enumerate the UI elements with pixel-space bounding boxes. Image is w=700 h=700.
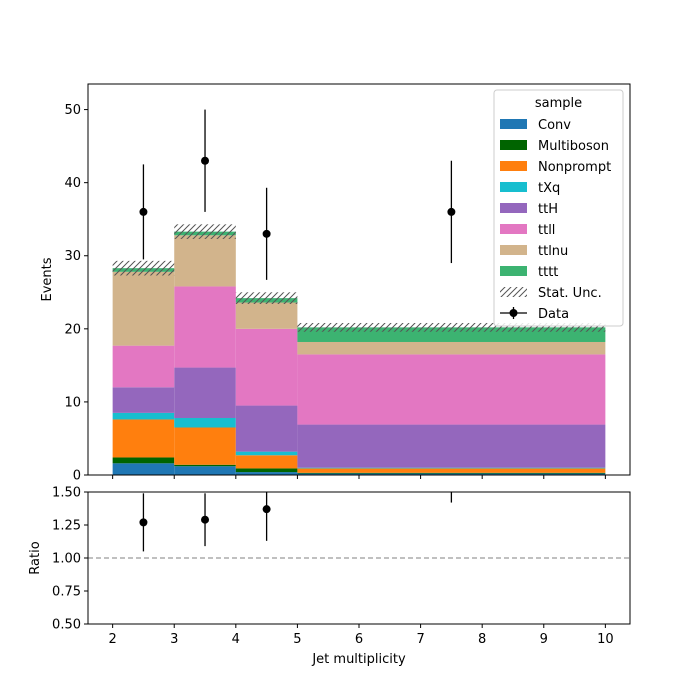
bar-txq-bin-3 xyxy=(297,467,606,469)
ratio-point xyxy=(262,505,271,514)
bar-ttlnu-bin-0 xyxy=(112,271,175,346)
y-tick-label: 10 xyxy=(64,395,81,410)
stat-unc-band-bin-3 xyxy=(297,322,606,332)
bar-multiboson-bin-1 xyxy=(174,464,236,467)
bar-conv-bin-0 xyxy=(112,463,175,475)
bar-ttll-bin-1 xyxy=(174,286,236,368)
bar-multiboson-bin-3 xyxy=(297,472,606,474)
stack-layers xyxy=(112,224,606,475)
ratio-contents xyxy=(88,492,630,559)
x-tick-label: 6 xyxy=(355,632,363,647)
bar-multiboson-bin-0 xyxy=(112,457,175,464)
bar-ttlnu-bin-1 xyxy=(174,235,236,287)
data-point xyxy=(447,207,456,216)
legend-label-conv: Conv xyxy=(538,118,571,133)
ratio-y-tick-label: 1.25 xyxy=(52,519,81,534)
legend-swatch-txq xyxy=(500,182,527,192)
ratio-point xyxy=(201,515,210,524)
legend-swatch-nonprompt xyxy=(500,161,527,171)
x-tick-label: 5 xyxy=(293,632,301,647)
ratio-y-tick-label: 1.50 xyxy=(52,486,81,501)
legend-swatch-tth xyxy=(500,203,527,213)
ratio-y-tick-label: 1.00 xyxy=(52,552,81,567)
bar-tth-bin-3 xyxy=(297,424,606,468)
bar-ttlnu-bin-2 xyxy=(235,302,298,329)
x-tick-label: 10 xyxy=(597,632,614,647)
stat-unc-band-bin-2 xyxy=(235,292,298,304)
x-axis-label: Jet multiplicity xyxy=(311,652,406,667)
legend-label-txq: tXq xyxy=(538,181,560,196)
bar-tth-bin-1 xyxy=(174,367,236,418)
bar-ttll-bin-2 xyxy=(235,328,298,406)
legend-swatch-ttlnu xyxy=(500,245,527,255)
ratio-y-tick-label: 0.75 xyxy=(52,585,81,600)
bar-ttlnu-bin-3 xyxy=(297,341,606,355)
legend-label-ttlnu: ttlnu xyxy=(538,244,568,259)
y-tick-label: 40 xyxy=(64,176,81,191)
ratio-y-tick-label: 0.50 xyxy=(52,618,81,633)
legend-swatch-ttll xyxy=(500,224,527,234)
data-point xyxy=(139,207,148,216)
bar-txq-bin-1 xyxy=(174,417,236,428)
y-tick-label: 30 xyxy=(64,249,81,264)
bar-nonprompt-bin-0 xyxy=(112,419,175,458)
bar-conv-bin-2 xyxy=(235,472,298,475)
x-tick-label: 7 xyxy=(416,632,424,647)
legend-swatch-tttt xyxy=(500,266,527,276)
legend-label-tth: ttH xyxy=(538,202,558,217)
legend-label-stat-unc: Stat. Unc. xyxy=(538,286,602,301)
y-tick-label: 50 xyxy=(64,103,81,118)
legend-label-data: Data xyxy=(538,307,569,322)
bar-tth-bin-2 xyxy=(235,405,298,452)
bar-txq-bin-0 xyxy=(112,412,175,420)
x-tick-label: 9 xyxy=(540,632,548,647)
legend-data-marker xyxy=(509,309,518,317)
bar-nonprompt-bin-3 xyxy=(297,468,606,473)
x-tick-label: 8 xyxy=(478,632,486,647)
main-plot: 0 10 20 30 40 50 Events xyxy=(40,83,631,484)
legend-title: sample xyxy=(535,96,582,111)
x-tick-label: 4 xyxy=(232,632,240,647)
x-tick-label: 2 xyxy=(108,632,116,647)
legend-label-multiboson: Multiboson xyxy=(538,139,609,154)
y-tick-label: 20 xyxy=(64,322,81,337)
bar-conv-bin-3 xyxy=(297,473,606,475)
legend-swatch-stat-unc xyxy=(500,287,527,297)
main-y-axis-label: Events xyxy=(40,257,55,301)
data-point xyxy=(201,156,210,165)
stat-unc-band-bin-1 xyxy=(174,224,236,239)
bar-nonprompt-bin-1 xyxy=(174,427,236,465)
bar-ttll-bin-3 xyxy=(297,354,606,425)
stat-unc-band-bin-0 xyxy=(112,260,175,276)
ratio-point xyxy=(139,518,148,527)
data-point xyxy=(262,229,271,238)
ratio-plot: 0.50 0.75 1.00 1.25 1.50 2 3 4 5 6 7 8 9 10 Jet multip… xyxy=(28,486,631,667)
legend-label-nonprompt: Nonprompt xyxy=(538,160,611,175)
legend: sample Conv Multiboson Nonprompt tXq ttH ttll t… xyxy=(493,89,624,327)
y-tick-label: 0 xyxy=(73,469,81,484)
x-tick-label: 3 xyxy=(170,632,178,647)
bar-ttll-bin-0 xyxy=(112,345,175,388)
bar-multiboson-bin-2 xyxy=(235,468,298,473)
bar-conv-bin-1 xyxy=(174,466,236,475)
bar-txq-bin-2 xyxy=(235,451,298,456)
legend-swatch-conv xyxy=(500,119,527,129)
bar-nonprompt-bin-2 xyxy=(235,455,298,469)
ratio-y-axis-label: Ratio xyxy=(28,541,43,574)
legend-swatch-multiboson xyxy=(500,140,527,150)
legend-label-tttt: tttt xyxy=(538,265,558,280)
legend-label-ttll: ttll xyxy=(538,223,555,238)
bar-tth-bin-0 xyxy=(112,387,175,413)
